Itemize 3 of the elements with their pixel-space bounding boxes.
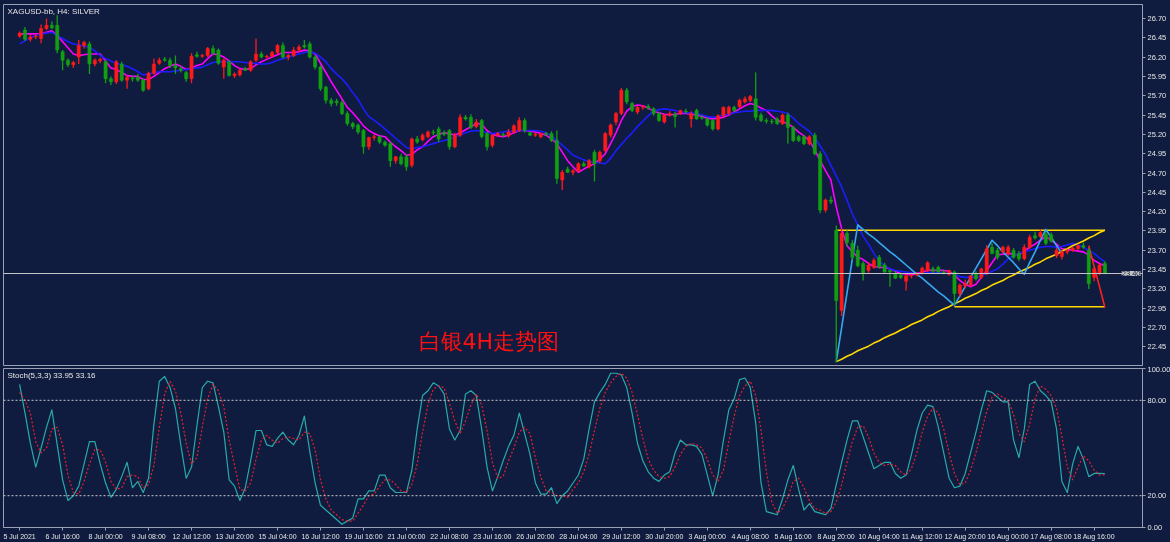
annotation: 白银4H走势图 bbox=[418, 328, 560, 354]
chart-title: Stoch(5,3,3) 33.95 33.16 bbox=[7, 370, 97, 380]
chart-title: XAGUSD-bb, H4: SILVER bbox=[7, 6, 101, 16]
